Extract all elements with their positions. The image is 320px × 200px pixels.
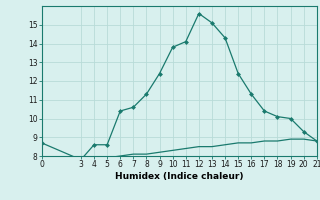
X-axis label: Humidex (Indice chaleur): Humidex (Indice chaleur) [115, 172, 244, 181]
